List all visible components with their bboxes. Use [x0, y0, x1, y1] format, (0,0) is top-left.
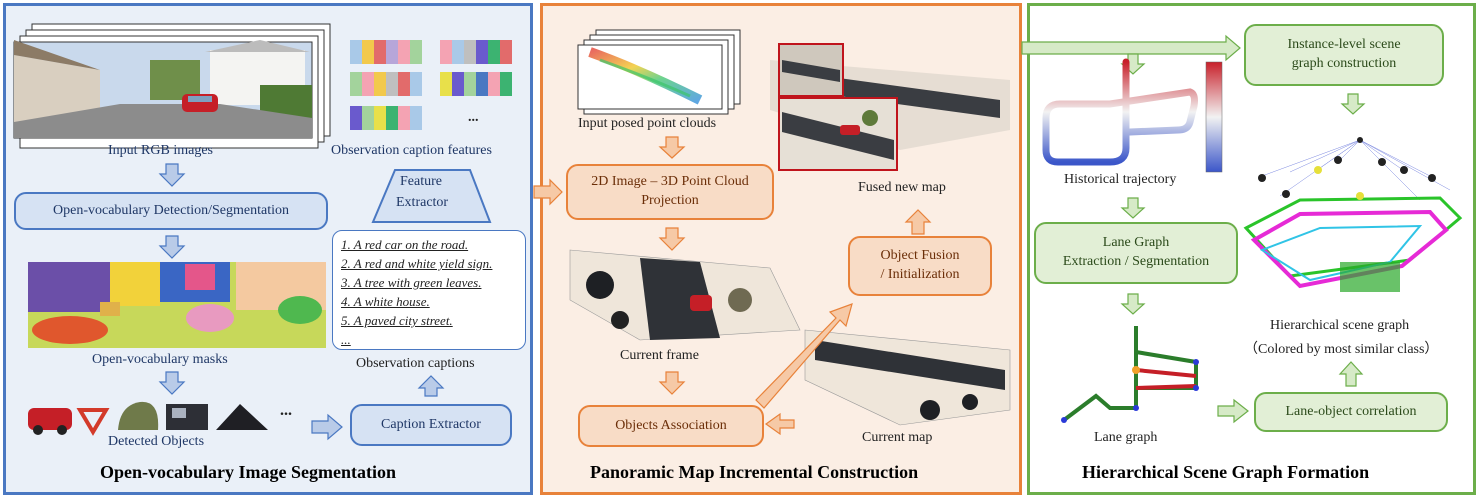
trajectory-label: Historical trajectory — [1064, 172, 1177, 187]
hsg-label-line2: （Colored by most similar class） — [1244, 342, 1439, 357]
input-images-label: Input RGB images — [108, 143, 213, 158]
feature-extractor-line1: Feature — [400, 174, 442, 189]
current-frame-render — [569, 249, 801, 341]
detection-segmentation-box: Open-vocabulary Detection/Segmentation — [14, 192, 328, 230]
current-frame-label: Current frame — [620, 348, 699, 363]
panoramic-flow-arrows — [658, 136, 932, 436]
point-clouds-label: Input posed point clouds — [578, 116, 717, 131]
features-ellipsis: ... — [468, 110, 479, 125]
instance-box-line2: graph construction — [1291, 56, 1397, 71]
objects-association-box: Objects Association — [578, 405, 764, 447]
fusion-line1: Object Fusion — [880, 248, 960, 264]
instance-graph-box: Instance-level scene graph construction — [1244, 24, 1444, 86]
lane-graph-label: Lane graph — [1094, 430, 1158, 445]
caption-item: 1. A red car on the road. — [341, 237, 469, 252]
detected-objects-label: Detected Objects — [108, 434, 205, 449]
current-map-label: Current map — [862, 430, 933, 445]
caption-item: 2. A red and white yield sign. — [341, 256, 493, 271]
feature-extractor-line2: Extractor — [396, 195, 449, 210]
lane-extraction-box: Lane Graph Extraction / Segmentation — [1034, 222, 1238, 284]
current-map-render — [804, 329, 1011, 426]
masks-label: Open-vocabulary masks — [92, 352, 228, 367]
scene-graph-flow-arrows — [1120, 93, 1366, 424]
projection-line1: 2D Image – 3D Point Cloud — [591, 174, 749, 190]
segmentation-flow-arrows — [158, 163, 445, 441]
feature-extractor-shape — [371, 169, 492, 223]
historical-trajectory-plot — [1042, 58, 1223, 173]
caption-features-label: Observation caption features — [331, 143, 492, 158]
object-fusion-box: Object Fusion / Initialization — [848, 236, 992, 296]
observation-captions-label: Observation captions — [356, 356, 475, 371]
caption-item: ... — [341, 332, 351, 347]
hierarchical-scene-graph-render — [1243, 137, 1463, 292]
segmentation-mask-image — [28, 262, 326, 348]
point-cloud-stack — [577, 29, 741, 115]
captions-list: 1. A red car on the road. 2. A red and w… — [332, 230, 526, 350]
caption-item: 3. A tree with green leaves. — [341, 275, 482, 290]
hsg-label-line1: Hierarchical scene graph — [1270, 318, 1410, 333]
lane-box-line2: Extraction / Segmentation — [1062, 254, 1210, 269]
cross-panel-arrow — [533, 178, 563, 206]
instance-box-line1: Instance-level scene — [1287, 37, 1401, 53]
lane-box-line1: Lane Graph — [1102, 235, 1170, 251]
panoramic-panel-title: Panoramic Map Incremental Construction — [590, 462, 919, 482]
fusion-line2: / Initialization — [880, 267, 960, 282]
lane-graph-plot — [1061, 326, 1199, 423]
projection-box: 2D Image – 3D Point Cloud Projection — [566, 164, 774, 220]
caption-feature-strips — [350, 40, 512, 130]
scene-graph-panel-title: Hierarchical Scene Graph Formation — [1082, 462, 1370, 482]
caption-item: 4. A white house. — [341, 294, 430, 309]
caption-extractor-box: Caption Extractor — [350, 404, 512, 446]
fused-map-label: Fused new map — [858, 180, 946, 195]
rgb-image-stack — [13, 23, 331, 149]
detected-object-crops — [28, 401, 268, 436]
caption-item: 5. A paved city street. — [341, 313, 453, 328]
segmentation-panel-title: Open-vocabulary Image Segmentation — [100, 462, 396, 482]
objects-ellipsis: ... — [280, 402, 292, 419]
projection-line2: Projection — [641, 193, 699, 208]
fused-map-render — [770, 43, 1010, 171]
lane-object-correlation-box: Lane-object correlation — [1254, 392, 1448, 432]
